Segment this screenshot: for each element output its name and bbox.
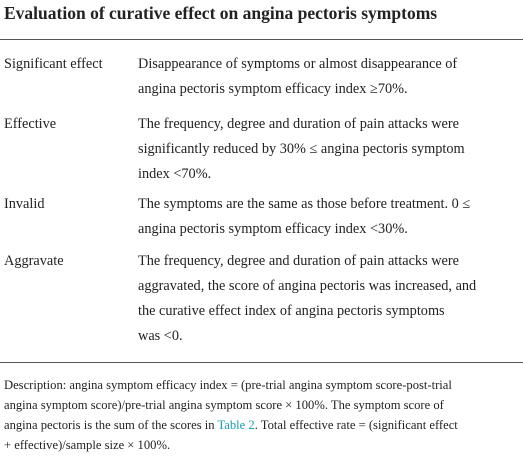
row-text: index <70%. bbox=[138, 166, 212, 182]
footnote-line: angina symptom score)/pre-trial angina s… bbox=[4, 398, 444, 412]
row-label: Invalid bbox=[4, 196, 45, 212]
table-title: Evaluation of curative effect on angina … bbox=[4, 3, 438, 23]
row-text: The frequency, degree and duration of pa… bbox=[138, 253, 459, 269]
row-text: The symptoms are the same as those befor… bbox=[138, 196, 471, 212]
row-label: Effective bbox=[4, 116, 57, 132]
row-text: significantly reduced by 30% ≤ angina pe… bbox=[138, 141, 465, 157]
footnote-text: angina pectoris is the sum of the scores… bbox=[4, 418, 218, 432]
row-text: was <0. bbox=[138, 328, 183, 344]
footnote-line: Description: angina symptom efficacy ind… bbox=[4, 378, 452, 392]
row-label: Aggravate bbox=[4, 253, 64, 269]
bottom-rule bbox=[0, 362, 523, 363]
footnote-line: angina pectoris is the sum of the scores… bbox=[4, 418, 458, 433]
row-text: Disappearance of symptoms or almost disa… bbox=[138, 56, 458, 72]
row-text: the curative effect index of angina pect… bbox=[138, 303, 445, 319]
footnote-text: . Total effective rate = (significant ef… bbox=[254, 418, 458, 432]
row-text: angina pectoris symptom efficacy index ≥… bbox=[138, 81, 408, 97]
top-rule bbox=[0, 39, 523, 40]
row-text: The frequency, degree and duration of pa… bbox=[138, 116, 459, 132]
row-label: Significant effect bbox=[4, 56, 103, 72]
row-text: angina pectoris symptom efficacy index <… bbox=[138, 221, 408, 237]
table-link[interactable]: Table 2 bbox=[217, 418, 255, 432]
footnote-line: + effective)/sample size × 100%. bbox=[4, 438, 171, 452]
row-text: aggravated, the score of angina pectoris… bbox=[138, 278, 477, 294]
